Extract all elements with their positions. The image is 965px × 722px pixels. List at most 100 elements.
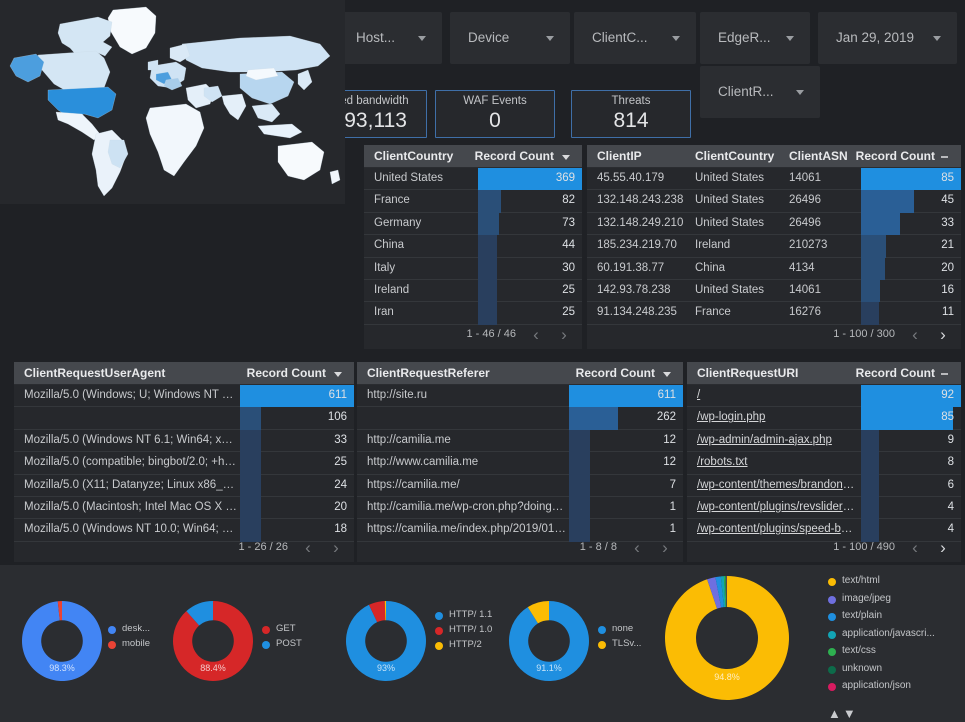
kpi-threats[interactable]: Threats 814 xyxy=(571,90,691,138)
col-record-count[interactable]: Record Count xyxy=(575,366,655,380)
table-row[interactable]: 132.148.243.238 United States 26496 45 xyxy=(587,190,961,213)
table-row[interactable]: /robots.txt 8 xyxy=(687,452,961,475)
table-row[interactable]: http://camilia.me 12 xyxy=(357,429,683,453)
col-useragent[interactable]: ClientRequestUserAgent xyxy=(24,366,166,380)
table-row[interactable]: 185.234.219.70 Ireland 210273 21 xyxy=(587,235,961,258)
legend-scroll-arrows[interactable]: ▲▼ xyxy=(828,706,858,721)
table-referer[interactable]: ClientRequestReferer Record Count http:/… xyxy=(357,362,683,562)
record-count-bar-fill xyxy=(861,407,954,430)
filter-date-range[interactable]: Jan 29, 2019 xyxy=(818,12,957,64)
user-agent-string: Mozilla/5.0 (Macintosh; Intel Mac OS X 1… xyxy=(24,500,238,513)
table-body: 45.55.40.179 United States 14061 85 132.148.… xyxy=(587,168,961,325)
col-clientip[interactable]: ClientIP xyxy=(597,149,642,163)
record-count-value: 25 xyxy=(562,306,575,319)
table-client-ip[interactable]: ClientIP ClientCountry ClientASN Record … xyxy=(587,145,961,349)
pagination-prev-button[interactable]: ‹ xyxy=(912,538,918,557)
pagination-prev-button[interactable]: ‹ xyxy=(533,325,539,344)
table-row[interactable]: France 82 xyxy=(364,190,582,213)
col-record-count[interactable]: Record Count xyxy=(855,149,935,163)
table-row[interactable]: http://www.camilia.me 12 xyxy=(357,452,683,475)
col-uri[interactable]: ClientRequestURI xyxy=(697,366,799,380)
col-clientcountry[interactable]: ClientCountry xyxy=(695,149,775,163)
table-row[interactable]: 132.148.249.210 United States 26496 33 xyxy=(587,212,961,236)
sort-indicator-icon[interactable] xyxy=(941,156,948,158)
sort-desc-icon[interactable] xyxy=(562,155,570,160)
donut-percent-label: 98.3% xyxy=(49,663,75,673)
pagination-next-button[interactable]: › xyxy=(940,538,946,557)
table-row[interactable]: Iran 25 xyxy=(364,302,582,325)
table-row[interactable]: 262 xyxy=(357,407,683,430)
record-count-bar-cell: 25 xyxy=(240,452,354,475)
pagination-prev-button[interactable]: ‹ xyxy=(634,538,640,557)
pagination-next-button[interactable]: › xyxy=(662,538,668,557)
table-row[interactable]: Mozilla/5.0 (Macintosh; Intel Mac OS X 1… xyxy=(14,496,354,520)
table-row[interactable]: /wp-content/plugins/speed-booste... 4 xyxy=(687,519,961,542)
table-row[interactable]: Germany 73 xyxy=(364,212,582,236)
col-record-count[interactable]: Record Count xyxy=(246,366,326,380)
table-row[interactable]: /wp-content/plugins/revslider/rs-p... 4 xyxy=(687,496,961,520)
record-count-bar-fill xyxy=(240,519,261,542)
filter-clientcountry[interactable]: ClientC... xyxy=(574,12,696,64)
scroll-up-icon[interactable]: ▲ xyxy=(828,705,843,721)
table-row[interactable]: Italy 30 xyxy=(364,257,582,280)
pagination-prev-button[interactable]: ‹ xyxy=(912,325,918,344)
filter-host[interactable]: Host... xyxy=(338,12,442,64)
table-row[interactable]: Mozilla/5.0 (Windows; U; Windows NT 5.1;… xyxy=(14,385,354,408)
table-row[interactable]: Mozilla/5.0 (Windows NT 6.1; Win64; x64;… xyxy=(14,429,354,453)
scroll-down-icon[interactable]: ▼ xyxy=(842,705,858,721)
uri-path[interactable]: /wp-admin/admin-ajax.php xyxy=(697,433,832,446)
filter-clientrequest[interactable]: ClientR... xyxy=(700,66,820,118)
table-body: Mozilla/5.0 (Windows; U; Windows NT 5.1;… xyxy=(14,385,354,542)
table-client-country[interactable]: ClientCountry Record Count United States… xyxy=(364,145,582,349)
pagination-next-button[interactable]: › xyxy=(940,325,946,344)
pagination-next-button[interactable]: › xyxy=(561,325,567,344)
kpi-waf-events[interactable]: WAF Events 0 xyxy=(435,90,555,138)
uri-path[interactable]: /wp-content/plugins/revslider/rs-p... xyxy=(697,500,857,513)
table-row[interactable]: Mozilla/5.0 (compatible; bingbot/2.0; +h… xyxy=(14,452,354,475)
record-count-value: 12 xyxy=(663,456,676,469)
table-row[interactable]: 142.93.78.238 United States 14061 16 xyxy=(587,279,961,303)
client-ip-address: 60.191.38.77 xyxy=(597,261,665,274)
uri-path[interactable]: /wp-content/plugins/speed-booste... xyxy=(697,523,857,536)
table-row[interactable]: https://camilia.me/7 xyxy=(357,474,683,497)
sort-desc-icon[interactable] xyxy=(334,372,342,377)
table-row[interactable]: 91.134.248.235 France 16276 11 xyxy=(587,302,961,325)
table-row[interactable]: /wp-content/themes/brandon/plu... 6 xyxy=(687,474,961,497)
table-row[interactable]: /wp-admin/admin-ajax.php 9 xyxy=(687,429,961,453)
uri-path[interactable]: /robots.txt xyxy=(697,456,748,469)
col-clientcountry[interactable]: ClientCountry xyxy=(374,149,454,163)
col-referer[interactable]: ClientRequestReferer xyxy=(367,366,490,380)
col-record-count[interactable]: Record Count xyxy=(855,366,935,380)
table-row[interactable]: Mozilla/5.0 (X11; Datanyze; Linux x86_64… xyxy=(14,474,354,497)
kpi-waf-events-label: WAF Events xyxy=(463,95,527,107)
col-record-count[interactable]: Record Count xyxy=(474,149,554,163)
table-user-agent[interactable]: ClientRequestUserAgent Record Count Mozi… xyxy=(14,362,354,562)
pagination-prev-button[interactable]: ‹ xyxy=(305,538,311,557)
table-row[interactable]: https://camilia.me/index.php/2019/01/26/… xyxy=(357,519,683,542)
filter-edgeresponse[interactable]: EdgeR... xyxy=(700,12,810,64)
table-row[interactable]: 106 xyxy=(14,407,354,430)
legend-label: text/plain xyxy=(842,610,883,621)
uri-path[interactable]: / xyxy=(697,389,701,401)
table-row[interactable]: 60.191.38.77 China 4134 20 xyxy=(587,257,961,280)
sort-desc-icon[interactable] xyxy=(663,372,671,377)
table-row[interactable]: 45.55.40.179 United States 14061 85 xyxy=(587,168,961,191)
table-row[interactable]: United States 369 xyxy=(364,168,582,191)
client-ip-address: 185.234.219.70 xyxy=(597,239,677,252)
table-row[interactable]: China 44 xyxy=(364,235,582,258)
table-row[interactable]: / 92 xyxy=(687,385,961,408)
record-count-bar-cell: 73 xyxy=(478,212,582,236)
table-row[interactable]: /wp-login.php 85 xyxy=(687,407,961,430)
uri-path[interactable]: /wp-content/themes/brandon/plu... xyxy=(697,478,857,491)
uri-path[interactable]: /wp-login.php xyxy=(697,411,766,424)
table-row[interactable]: http://camilia.me/wp-cron.php?doing_wp_c… xyxy=(357,496,683,520)
col-clientasn[interactable]: ClientASN xyxy=(789,149,848,163)
table-row[interactable]: http://site.ru 611 xyxy=(357,385,683,408)
table-row[interactable]: Mozilla/5.0 (Windows NT 10.0; Win64; x64… xyxy=(14,519,354,542)
pagination-next-button[interactable]: › xyxy=(333,538,339,557)
table-row[interactable]: Ireland 25 xyxy=(364,279,582,303)
sort-indicator-icon[interactable] xyxy=(941,373,948,375)
table-uri[interactable]: ClientRequestURI Record Count / 92/wp-log… xyxy=(687,362,961,562)
filter-device[interactable]: Device xyxy=(450,12,570,64)
world-map-panel[interactable]: 1 369 xyxy=(0,0,345,713)
